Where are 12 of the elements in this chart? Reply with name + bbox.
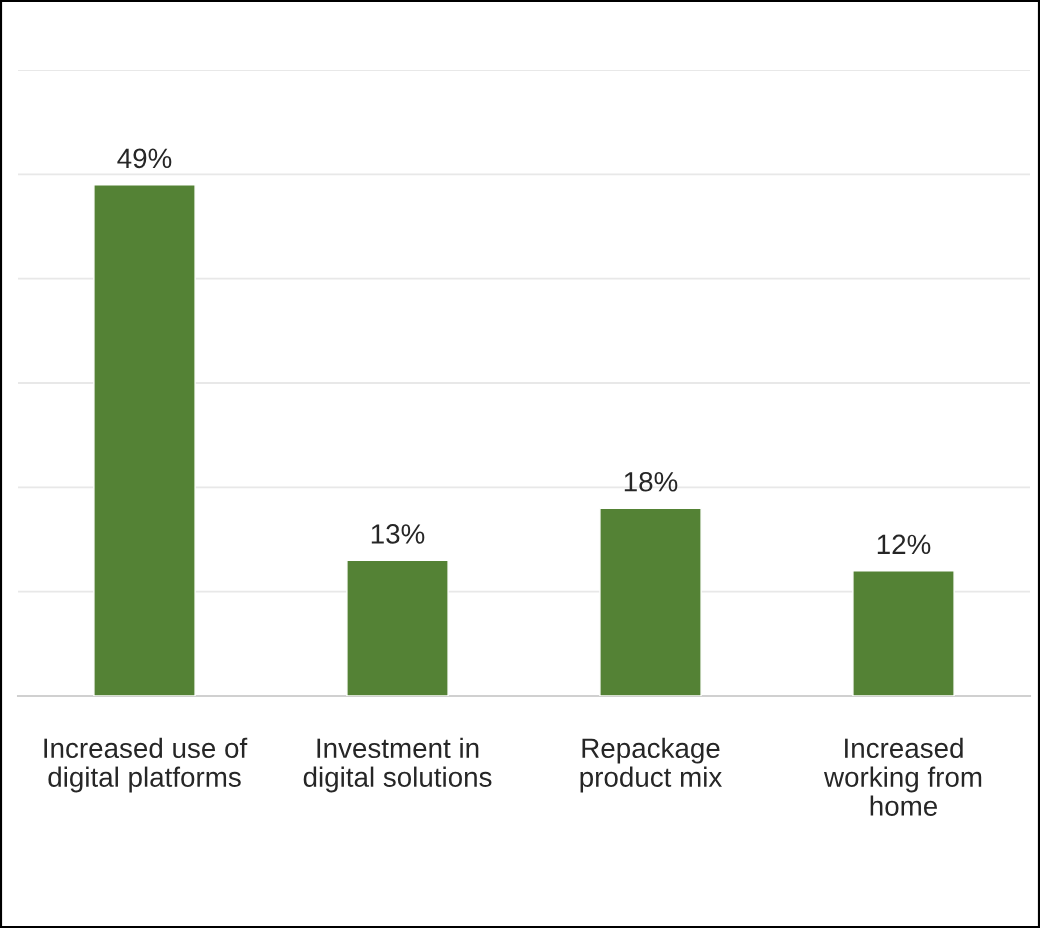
data-label: 18% — [624, 471, 678, 492]
data-label: 49% — [117, 148, 172, 169]
x-tick-label: Repackage product mix — [580, 737, 722, 793]
data-label: 13% — [371, 524, 425, 544]
bar — [599, 507, 702, 696]
bar — [852, 570, 955, 696]
bar — [346, 559, 449, 696]
data-label: 12% — [877, 534, 931, 555]
x-tick-label: Increased working from home — [823, 737, 982, 816]
x-tick-label: Investment in digital solutions — [303, 737, 492, 793]
bar — [93, 184, 196, 696]
x-tick-label: Increased use of digital platforms — [44, 737, 248, 793]
